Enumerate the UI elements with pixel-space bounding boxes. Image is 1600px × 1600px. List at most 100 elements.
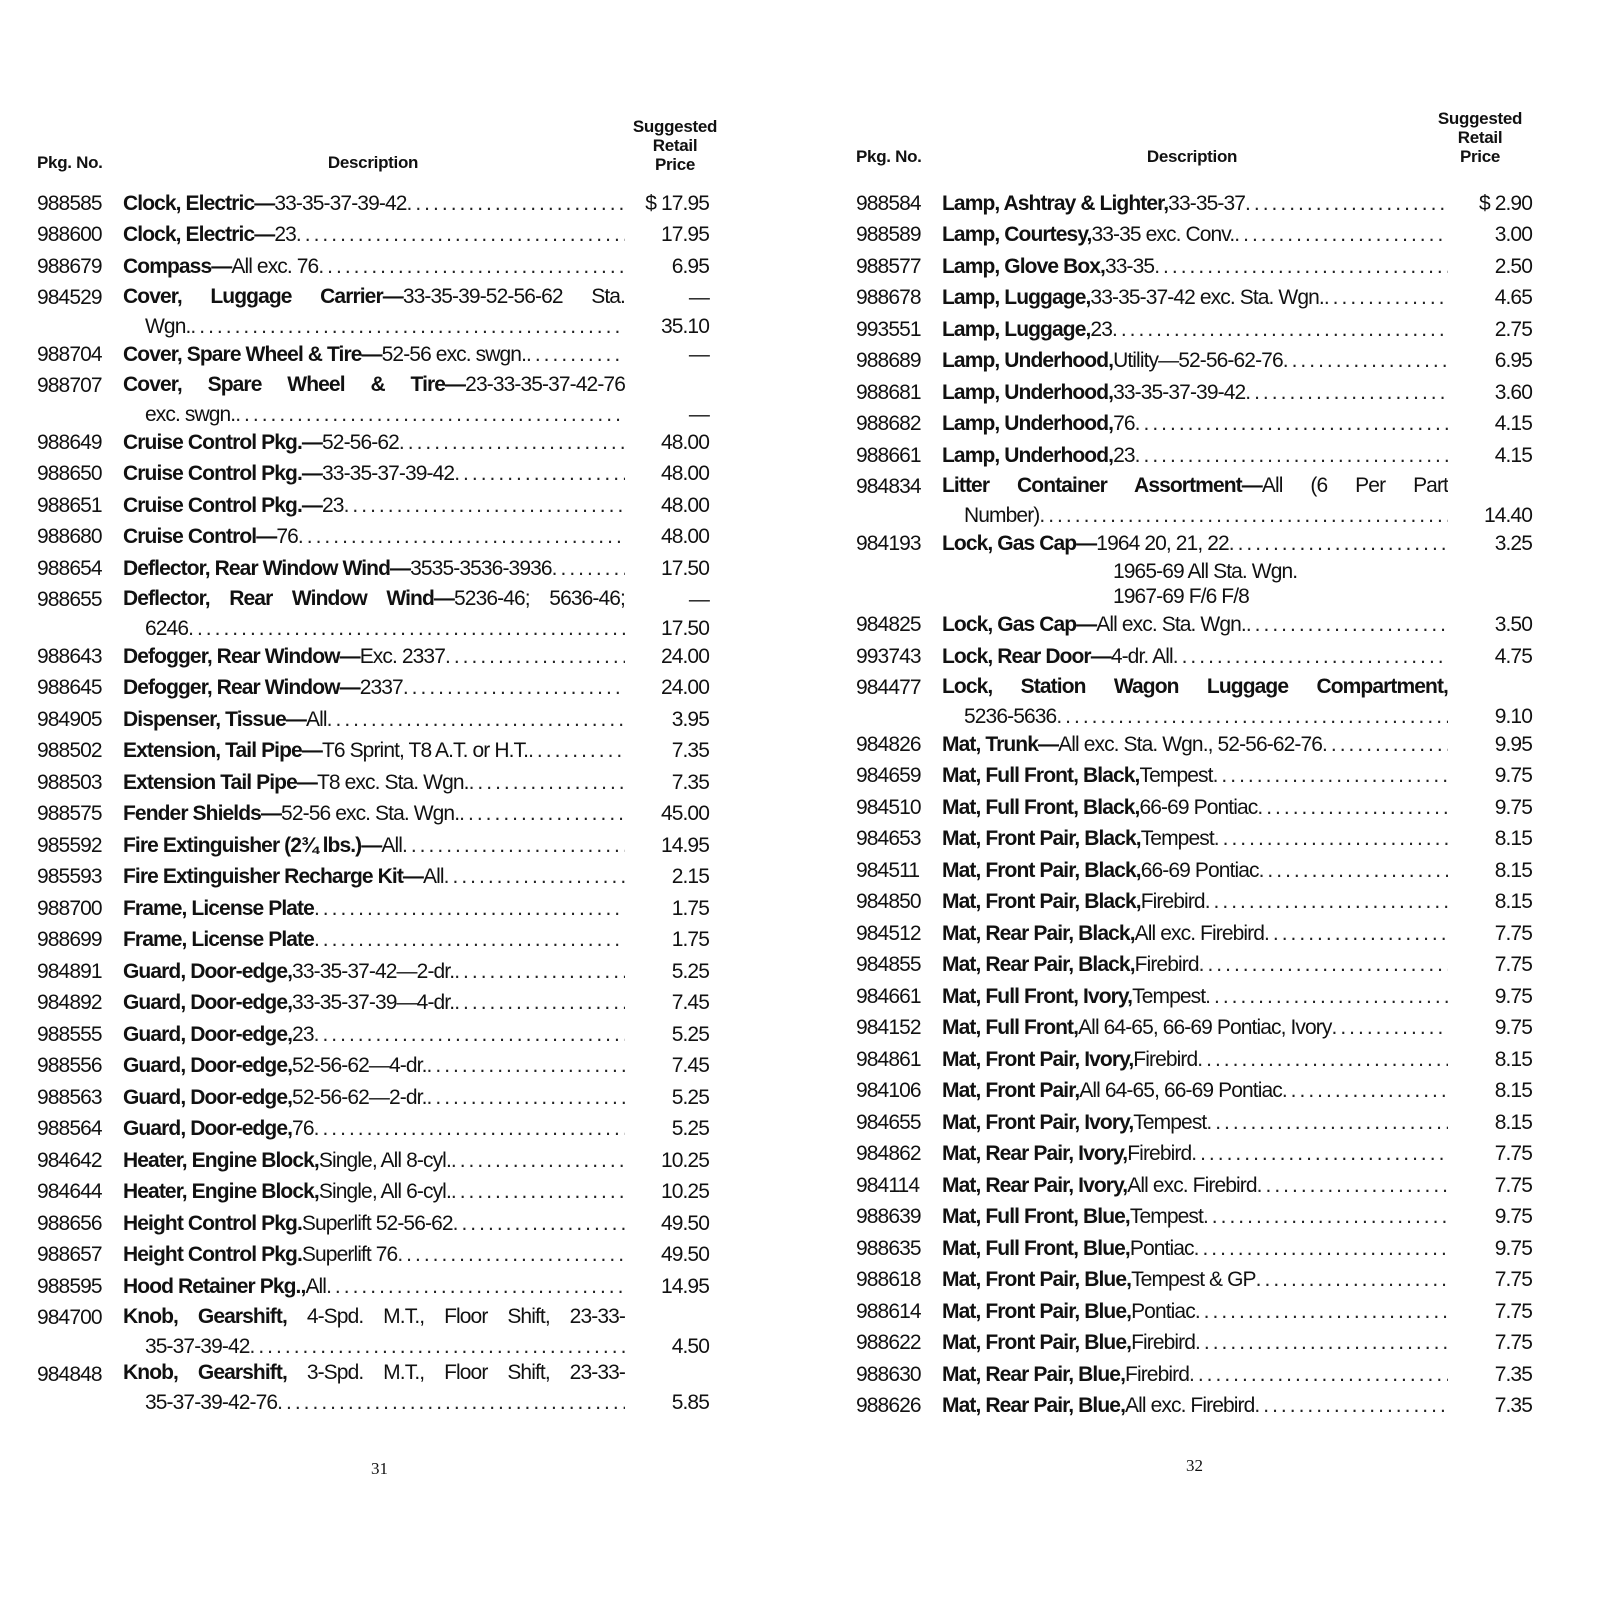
price: 3.50 <box>1494 613 1533 637</box>
table-row: 988585 Clock, Electric—33-35-37-39-42 $ 17… <box>37 188 710 220</box>
description: Knob, Gearshift, 4-Spd. M.T., Floor Shif… <box>123 1305 625 1332</box>
price: 24.00 <box>660 644 710 668</box>
dot-leader <box>1173 645 1448 669</box>
dot-leader <box>1112 318 1448 342</box>
part-name: Guard, Door-edge, <box>123 1054 293 1078</box>
price: 49.50 <box>660 1243 710 1267</box>
price: 4.75 <box>1494 644 1533 668</box>
part-name: Cover, Luggage Carrier— <box>123 284 404 308</box>
pkg-number: 984529 <box>37 286 103 310</box>
part-detail: 33-35-37-39-42 <box>322 462 455 486</box>
description: Mat, Rear Pair, Black, Firebird <box>942 953 1448 977</box>
description: Mat, Trunk— All exc. Sta. Wgn., 52-56-62-… <box>942 733 1448 757</box>
table-row: 988707 Cover, Spare Wheel & Tire—23-33-35… <box>37 371 709 403</box>
part-detail: All exc. Sta. Wgn., 52-56-62-76 <box>1058 732 1323 756</box>
column-header-pkg-no: Pkg. No. <box>37 153 103 172</box>
dot-leader <box>1199 953 1448 977</box>
part-detail: 52-56 exc. Sta. Wgn. <box>281 802 460 826</box>
part-detail: 52-56 exc. swgn. <box>381 342 527 366</box>
part-name: Knob, Gearshift, <box>123 1361 307 1385</box>
price: 17.50 <box>660 616 710 640</box>
dot-leader <box>298 525 625 549</box>
table-row: 988680 Cruise Control—76 48.00 <box>37 522 710 554</box>
description: Guard, Door-edge, 33-35-37-42—2-dr. <box>123 960 625 984</box>
table-row: 984855 Mat, Rear Pair, Black, Firebird 7.7… <box>856 950 1533 982</box>
part-detail: Wgn. <box>145 314 191 338</box>
price: $ 2.90 <box>1479 191 1533 215</box>
price: 1.75 <box>671 928 710 952</box>
dot-leader <box>454 960 625 984</box>
pkg-number: 984834 <box>856 475 922 499</box>
price: — <box>688 286 710 310</box>
part-name: Mat, Front Pair, Ivory, <box>942 1110 1134 1134</box>
price: 48.00 <box>660 430 710 454</box>
table-row: 984106 Mat, Front Pair, All 64-65, 66-69 … <box>856 1076 1533 1108</box>
description: Lock, Gas Cap— 1964 20, 21, 22 <box>942 532 1448 556</box>
description-continuation: 35-37-39-42 <box>123 1335 625 1359</box>
part-name: Lamp, Luggage, <box>942 286 1091 310</box>
table-row-continuation: 35-37-39-42-76 5.85 <box>37 1391 710 1416</box>
pkg-number: 988502 <box>37 739 103 763</box>
dot-leader <box>407 192 625 216</box>
part-detail: 35-37-39-42 <box>145 1334 250 1358</box>
price: 5.25 <box>671 1085 710 1109</box>
price: 5.25 <box>671 959 710 983</box>
description: Mat, Rear Pair, Ivory, All exc. Firebird <box>942 1174 1448 1198</box>
dot-leader <box>1245 192 1448 216</box>
pkg-number: 988577 <box>856 254 922 278</box>
part-name: Dispenser, Tissue— <box>123 707 307 731</box>
pkg-number: 988575 <box>37 802 103 826</box>
description: Mat, Rear Pair, Blue, All exc. Firebird <box>942 1394 1448 1418</box>
table-row: 984700 Knob, Gearshift, 4-Spd. M.T., Floo… <box>37 1303 709 1335</box>
description: Lamp, Underhood, Utility—52-56-62-76 <box>942 349 1448 373</box>
pkg-number: 984653 <box>856 827 922 851</box>
description: Mat, Rear Pair, Black, All exc. Firebird <box>942 922 1448 946</box>
dot-leader <box>1259 859 1448 883</box>
dot-leader <box>344 494 625 518</box>
dot-leader <box>327 708 625 732</box>
table-row-continuation: Wgn. 35.10 <box>37 314 710 339</box>
dot-leader <box>403 676 625 700</box>
part-name: Lamp, Underhood, <box>942 443 1114 467</box>
price: 4.50 <box>671 1334 710 1358</box>
table-row: 984512 Mat, Rear Pair, Black, All exc. Fi… <box>856 918 1533 950</box>
pkg-number: 988704 <box>37 342 103 366</box>
description: Defogger, Rear Window— 2337 <box>123 676 625 700</box>
part-name: Mat, Front Pair, Ivory, <box>942 1047 1134 1071</box>
part-detail: 1965-69 All Sta. Wgn. <box>1113 560 1298 583</box>
pkg-number: 988630 <box>856 1362 922 1386</box>
pkg-number: 984661 <box>856 984 922 1008</box>
part-name: Fire Extinguisher Recharge Kit— <box>123 865 424 889</box>
description: Dispenser, Tissue— All <box>123 708 625 732</box>
description: Mat, Front Pair, Blue, Pontiac <box>942 1300 1448 1324</box>
table-row: 988656 Height Control Pkg. Superlift 52-5… <box>37 1208 710 1240</box>
description: Mat, Front Pair, Ivory, Firebird <box>942 1048 1448 1072</box>
part-name: Mat, Rear Pair, Black, <box>942 953 1136 977</box>
description-continuation: exc. swgn. <box>123 403 625 427</box>
part-detail: Firebird <box>1140 890 1206 914</box>
part-name: Mat, Rear Pair, Black, <box>942 921 1136 945</box>
pkg-number: 984905 <box>37 707 103 731</box>
part-name: Cover, Spare Wheel & Tire— <box>123 372 466 396</box>
price: 35.10 <box>660 314 710 338</box>
part-name: Knob, Gearshift, <box>123 1304 307 1328</box>
page-number: 31 <box>371 1459 388 1478</box>
description-continuation: 5236-5636 <box>942 705 1448 729</box>
description: Fire Extinguisher Recharge Kit— All <box>123 865 625 889</box>
description: Compass— All exc. 76 <box>123 255 625 279</box>
part-detail: Pontiac <box>1131 1299 1196 1323</box>
price: 8.15 <box>1494 1047 1533 1071</box>
description: Cruise Control— 76 <box>123 525 625 549</box>
part-detail: 33-35-37-42 exc. Sta. Wgn. <box>1090 286 1324 310</box>
pkg-number: 984644 <box>37 1180 103 1204</box>
pkg-number: 988556 <box>37 1054 103 1078</box>
pkg-number: 988555 <box>37 1022 103 1046</box>
table-row-continuation: 35-37-39-42 4.50 <box>37 1334 710 1359</box>
part-detail: All 64-65, 66-69 Pontiac <box>1079 1079 1282 1103</box>
part-name: Clock, Electric— <box>123 223 275 247</box>
pkg-number: 988654 <box>37 556 103 580</box>
description: Lamp, Underhood, 23 <box>942 444 1448 468</box>
pkg-number: 988700 <box>37 896 103 920</box>
price: 9.10 <box>1494 704 1533 728</box>
